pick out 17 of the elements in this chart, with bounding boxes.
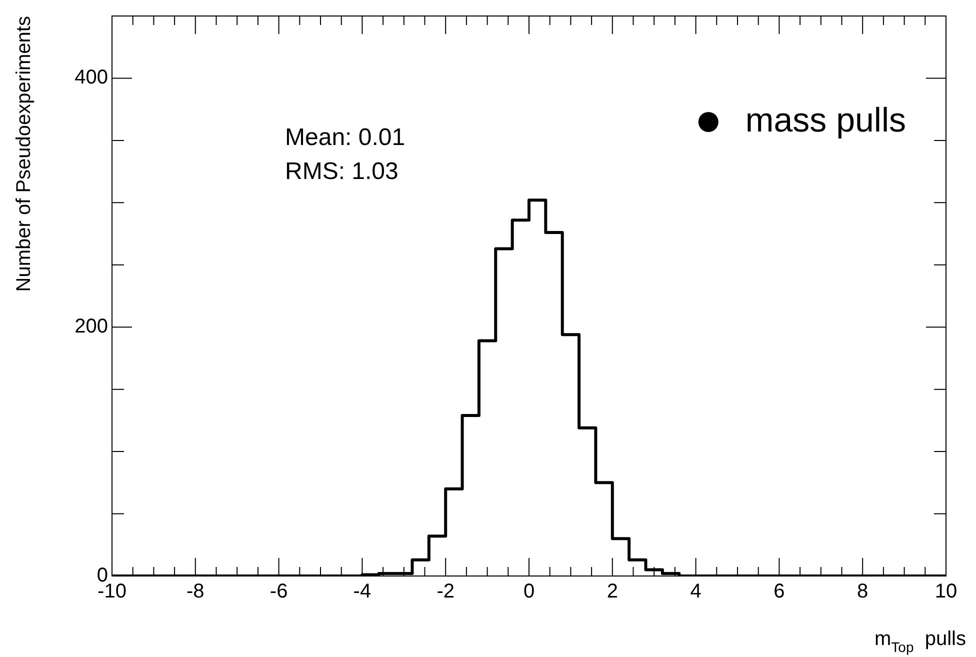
annotation: RMS: 1.03 [285,158,398,185]
x-tick-label: -10 [98,580,126,603]
x-tick-label: -6 [270,580,288,603]
y-tick-label: 200 [74,316,108,338]
legend-label: mass pulls [745,101,906,140]
y-axis-title: Number of Pseudoexperiments [13,16,35,292]
x-tick-label: 0 [523,580,535,603]
annotation: Mean: 0.01 [285,124,406,151]
x-tick-label: 4 [690,580,702,603]
x-tick-label: 6 [774,580,785,603]
x-tick-label: 8 [857,580,868,603]
y-tick-label: 400 [74,66,108,89]
x-tick-label: 2 [606,580,618,603]
x-tick-label: -4 [353,580,372,603]
x-tick-label: -8 [186,580,204,603]
x-tick-label: 10 [934,580,958,603]
x-tick-label: -2 [436,580,454,603]
